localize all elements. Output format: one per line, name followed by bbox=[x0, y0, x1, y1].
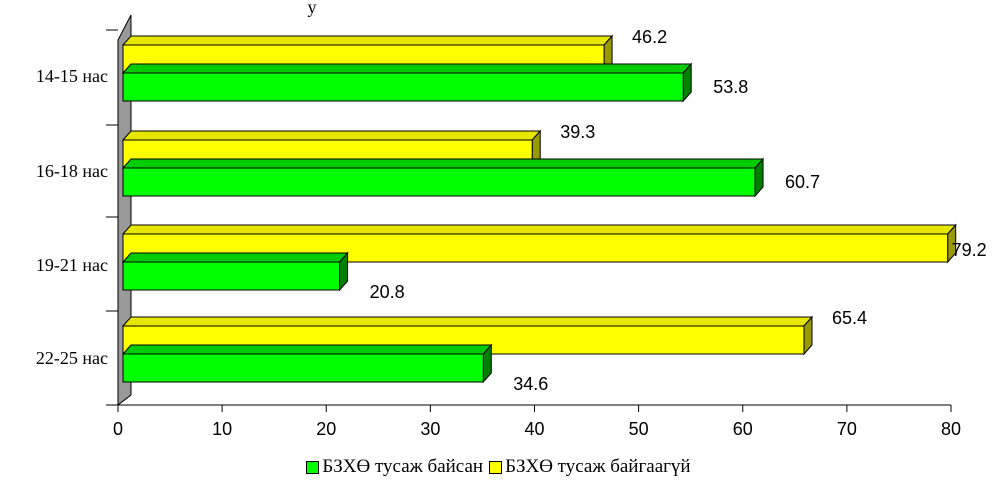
legend-label-series-1: БЗХӨ тусаж байгаагүй bbox=[505, 456, 691, 477]
x-tick-label: 80 bbox=[941, 419, 961, 439]
bar-series-0-front bbox=[122, 261, 341, 291]
bar-series-0 bbox=[121, 62, 693, 103]
x-tick-label: 70 bbox=[837, 419, 857, 439]
bar-series-1-top bbox=[121, 224, 957, 235]
data-label: 34.6 bbox=[513, 374, 548, 394]
legend-swatch-series-1 bbox=[489, 460, 503, 474]
bar-series-0-front bbox=[122, 167, 756, 197]
axes: 0 10 20 30 40 50 60 70 80 bbox=[106, 29, 961, 439]
bar-series-0-front bbox=[122, 353, 484, 383]
chart-side-wall bbox=[117, 14, 132, 407]
bar-series-0 bbox=[121, 157, 765, 198]
data-label: 60.7 bbox=[785, 172, 820, 192]
data-label: 20.8 bbox=[370, 282, 405, 302]
bar-series-0 bbox=[121, 251, 349, 292]
legend-item-series-1: БЗХӨ тусаж байгаагүй bbox=[489, 456, 691, 478]
bars bbox=[121, 34, 957, 384]
data-label: 65.4 bbox=[832, 308, 867, 328]
bar-series-0-top bbox=[121, 252, 349, 263]
bar-series-0-front bbox=[122, 72, 684, 102]
data-label: 39.3 bbox=[560, 122, 595, 142]
bar-series-1-top bbox=[121, 35, 614, 46]
x-tick-label: 20 bbox=[316, 419, 336, 439]
x-tick-label: 0 bbox=[113, 419, 123, 439]
category-label: 22-25 нас bbox=[36, 348, 108, 368]
bar-series-0-top bbox=[121, 344, 493, 355]
bar-series-1 bbox=[121, 223, 957, 264]
bar-series-1-front bbox=[122, 233, 949, 263]
x-tick-label: 10 bbox=[212, 419, 232, 439]
legend-label-series-0: БЗХӨ тусаж байсан bbox=[322, 456, 484, 477]
chart-title: у bbox=[308, 0, 317, 17]
legend-swatch-series-0 bbox=[306, 460, 320, 474]
x-tick-label: 40 bbox=[524, 419, 544, 439]
x-tick-label: 50 bbox=[629, 419, 649, 439]
data-label: 79.2 bbox=[952, 240, 987, 260]
bar-series-0-top bbox=[121, 158, 765, 169]
data-label: 46.2 bbox=[632, 27, 667, 47]
bar-series-0 bbox=[121, 343, 493, 384]
bar-series-1-top bbox=[121, 316, 814, 327]
legend-item-series-0: БЗХӨ тусаж байсан bbox=[306, 456, 483, 478]
data-label: 53.8 bbox=[713, 77, 748, 97]
side-wall bbox=[117, 14, 132, 407]
category-label: 19-21 нас bbox=[36, 255, 108, 275]
legend: БЗХӨ тусаж байсан БЗХӨ тусаж байгаагүй bbox=[0, 456, 997, 478]
x-tick-label: 30 bbox=[420, 419, 440, 439]
category-label: 16-18 нас bbox=[36, 161, 108, 181]
x-tick-label: 60 bbox=[733, 419, 753, 439]
bar-series-0-top bbox=[121, 63, 693, 74]
category-label: 14-15 нас bbox=[36, 66, 108, 86]
bar-series-1-top bbox=[121, 130, 542, 141]
labels: 14-15 нас 16-18 нас 19-21 нас 22-25 нас 46.2… bbox=[36, 27, 987, 394]
